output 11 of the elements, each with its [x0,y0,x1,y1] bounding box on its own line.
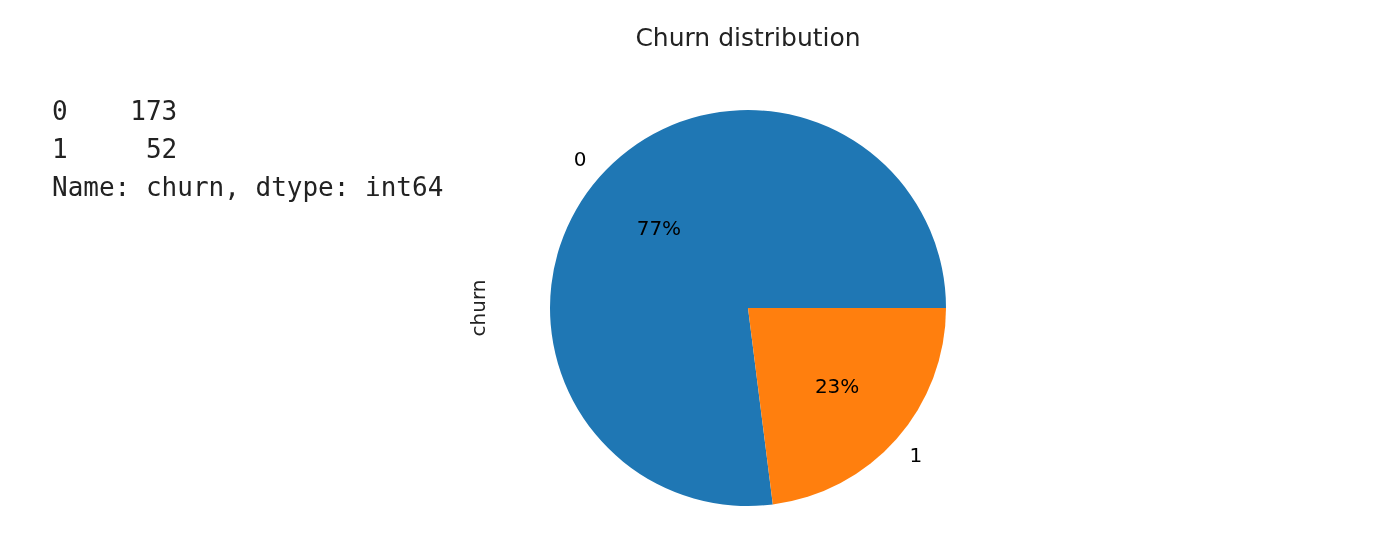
text: churn [466,279,490,337]
data-label: 23% [814,373,860,398]
pie-slice [550,110,946,506]
data-label: 77% [636,216,682,241]
text: 0 173 [52,96,178,126]
text: 1 52 [52,134,178,164]
slice-label: 1 [909,443,923,467]
pie-slice [748,308,946,505]
text: Name: churn, dtype: int64 [52,172,444,202]
slice-label: 0 [573,147,587,171]
chart-title: Churn distribution [635,23,861,52]
